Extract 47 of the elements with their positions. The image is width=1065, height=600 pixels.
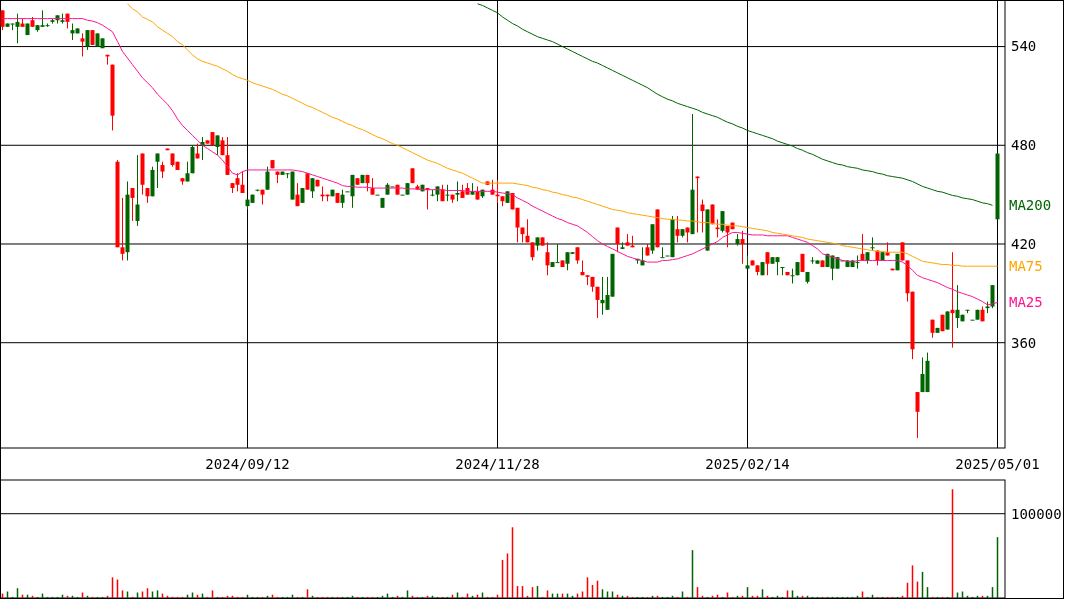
line-series — [127, 3, 998, 267]
candlestick — [555, 243, 560, 264]
candlestick — [740, 230, 745, 265]
candlestick — [675, 215, 680, 243]
y-tick-label: 360 — [1011, 334, 1037, 351]
candlestick — [120, 197, 125, 261]
candlestick — [455, 180, 460, 202]
x-tick-label: 2025/02/14 — [705, 456, 790, 472]
series-label: MA75 — [1009, 258, 1043, 275]
candlestick — [265, 166, 270, 191]
y-tick-label: 480 — [1011, 137, 1037, 154]
candlestick — [860, 233, 865, 261]
candlestick — [15, 13, 20, 44]
candlestick — [235, 172, 240, 192]
candlestick — [310, 177, 315, 199]
y-tick-label: 100000 — [1011, 505, 1062, 522]
candlestick — [870, 236, 875, 252]
candlestick — [990, 284, 995, 309]
candlestick — [615, 227, 620, 253]
x-tick-label: 2024/09/12 — [205, 456, 290, 472]
candlestick — [130, 187, 135, 222]
candlestick — [775, 256, 780, 276]
candlestick — [155, 153, 160, 189]
x-tick-label: 2024/11/28 — [455, 456, 540, 472]
candlestick — [225, 136, 230, 176]
candlestick — [765, 251, 770, 276]
candlestick — [950, 251, 955, 349]
candlestick — [545, 241, 550, 276]
y-tick-label: 420 — [1011, 235, 1037, 252]
series-label: MA200 — [1009, 197, 1052, 214]
candlestick — [240, 171, 245, 194]
candlestick — [700, 199, 705, 233]
candlestick — [660, 246, 665, 259]
candlestick — [915, 391, 920, 439]
y-tick-label: 540 — [1011, 38, 1037, 55]
x-tick-label: 2025/05/01 — [955, 456, 1040, 472]
candlestick — [85, 29, 90, 51]
candlestick — [215, 134, 220, 156]
candlestick — [945, 310, 950, 331]
candlestick — [80, 32, 85, 57]
candlestick — [530, 241, 535, 261]
candlestick — [595, 286, 600, 319]
series-label: MA25 — [1009, 294, 1043, 311]
line-series — [477, 3, 993, 206]
candlestick — [135, 154, 140, 227]
candlestick — [0, 9, 5, 31]
candlestick — [340, 189, 345, 209]
